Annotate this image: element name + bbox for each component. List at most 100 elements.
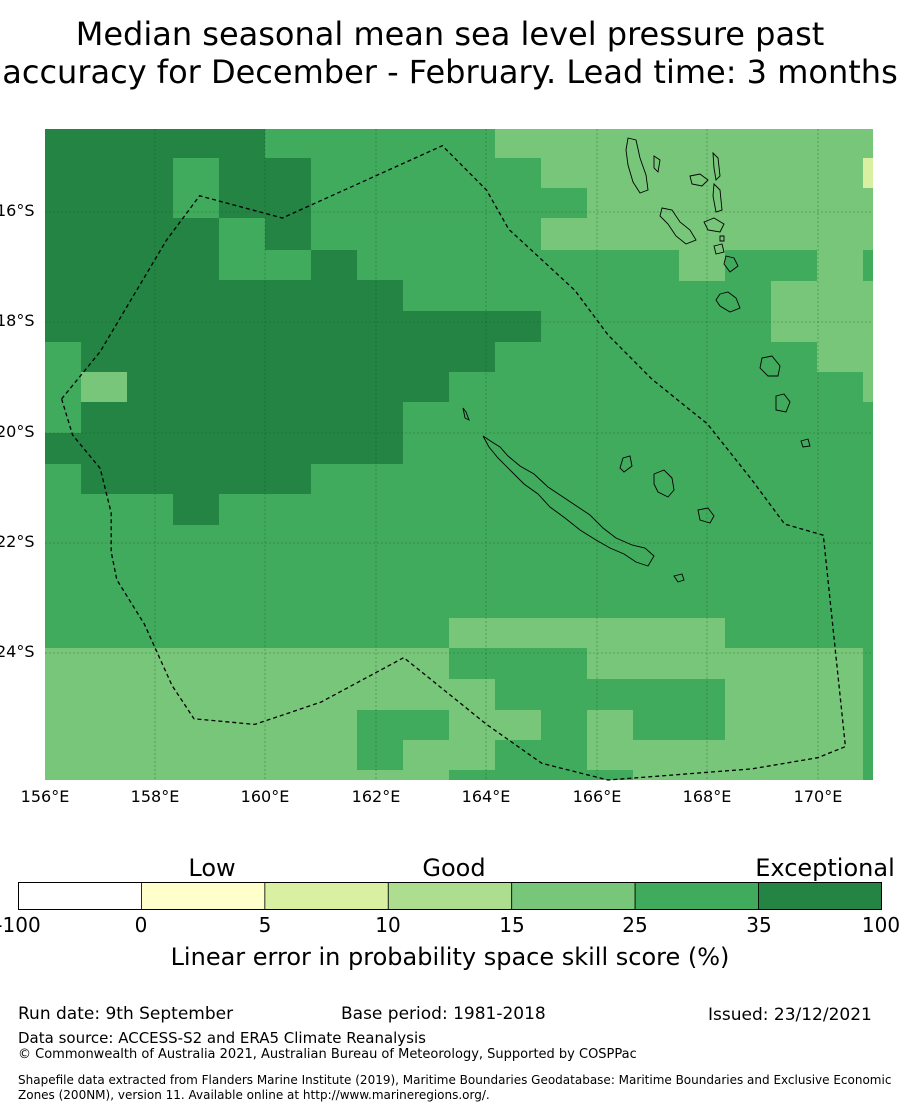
skill-cell (45, 311, 541, 342)
skill-cell (81, 402, 403, 433)
belep-islands (462, 407, 470, 421)
skill-cell (725, 250, 817, 281)
vanuatu-espiritu-santo (625, 137, 649, 194)
loyalty-island-ouvea (619, 455, 633, 473)
skill-cell (357, 710, 449, 740)
skill-cell (219, 158, 311, 218)
skill-cell (771, 281, 873, 311)
eez-boundary (60, 144, 847, 781)
colorbar-tick: 0 (134, 913, 148, 937)
skill-cell (587, 740, 725, 770)
skill-cell (403, 770, 449, 780)
skill-cell (449, 710, 541, 740)
vanuatu-erromango (715, 291, 741, 313)
skill-cell (81, 372, 127, 402)
skill-cell (45, 342, 81, 372)
vanuatu-aneityum (775, 393, 791, 413)
lat-tick-label: 24°S (0, 642, 35, 661)
colorbar-swatches (18, 882, 882, 910)
colorbar-tick: 10 (375, 913, 401, 937)
skill-grid-cells (45, 129, 873, 780)
colorbar-swatch (511, 882, 636, 910)
lat-tick-label: 20°S (0, 422, 35, 441)
vanuatu-ambrym (712, 182, 723, 213)
map-gridlines (45, 129, 873, 780)
lon-tick-label: 156°E (20, 787, 70, 806)
vanuatu-efate (723, 255, 739, 273)
skill-cell (449, 618, 725, 648)
skill-cell (863, 372, 873, 402)
skill-cell (357, 740, 403, 770)
skill-cell (81, 342, 495, 372)
colorbar-tick: -100 (0, 913, 41, 937)
skill-cell (403, 740, 495, 770)
colorbar-title: Linear error in probability space skill … (170, 943, 730, 971)
skill-cell (587, 648, 863, 679)
issued-date: Issued: 23/12/2021 (708, 1005, 872, 1025)
lon-tick-label: 158°E (130, 787, 180, 806)
shapefile-credit: Shapefile data extracted from Flanders M… (18, 1073, 892, 1102)
vanuatu-shepherd (713, 243, 725, 255)
new-caledonia-island (482, 435, 655, 567)
skill-cell (817, 342, 873, 372)
colorbar-tick: 5 (258, 913, 272, 937)
vanuatu-epi (703, 217, 725, 233)
colorbar-tick: 100 (861, 913, 900, 937)
skill-cell (45, 280, 403, 311)
skill-cell (771, 311, 873, 342)
skill-cell (587, 188, 873, 218)
small-island (719, 235, 725, 242)
colorbar-tick: 35 (746, 913, 772, 937)
category-exceptional: Exceptional (755, 854, 895, 882)
skill-cell (495, 129, 873, 158)
skill-cell (725, 679, 863, 780)
loyalty-island-mare (697, 507, 715, 524)
small-island (800, 438, 811, 448)
skill-cell (863, 158, 873, 188)
loyalty-island-lifou (653, 469, 675, 498)
colorbar-swatch (18, 882, 142, 910)
lon-tick-label: 170°E (793, 787, 843, 806)
skill-cell (45, 158, 173, 218)
colorbar-swatch (634, 882, 759, 910)
skill-cell (173, 158, 219, 218)
map-title-line2: accuracy for December - February. Lead t… (2, 53, 898, 91)
skill-cell (219, 218, 265, 280)
vanuatu-tanna (759, 355, 781, 377)
copyright: © Commonwealth of Australia 2021, Austra… (18, 1047, 637, 1062)
skill-cell (265, 250, 311, 280)
colorbar-swatch (141, 882, 266, 910)
category-low: Low (188, 854, 236, 882)
colorbar-swatch (387, 882, 513, 910)
skill-cell (863, 250, 873, 281)
lat-tick-label: 22°S (0, 532, 35, 551)
skill-cell (863, 679, 873, 710)
skill-cell (265, 218, 311, 250)
vanuatu-island (689, 173, 709, 187)
lat-tick-label: 18°S (0, 311, 35, 330)
vanuatu-pentecost (712, 151, 721, 181)
skill-cell (173, 494, 219, 525)
skill-cell (449, 679, 495, 710)
category-good: Good (422, 854, 486, 882)
lon-tick-label: 168°E (682, 787, 732, 806)
lat-tick-label: 16°S (0, 201, 35, 220)
colorbar-swatch (264, 882, 389, 910)
lon-tick-label: 162°E (351, 787, 401, 806)
skill-cell (45, 218, 219, 280)
vanuatu-island (653, 155, 661, 173)
vanuatu-malekula (659, 207, 697, 245)
coastlines (462, 137, 811, 583)
data-source: Data source: ACCESS-S2 and ERA5 Climate … (18, 1029, 426, 1047)
skill-cell (127, 372, 449, 402)
run-date: Run date: 9th September (18, 1004, 234, 1024)
lon-tick-label: 166°E (572, 787, 622, 806)
base-period: Base period: 1981-2018 (341, 1004, 546, 1024)
skill-cell (587, 710, 633, 740)
skill-cell (81, 464, 311, 494)
colorbar-swatch (758, 882, 882, 910)
isle-of-pines (673, 573, 685, 583)
skill-cell (45, 464, 81, 494)
eez-boundary-group (60, 144, 847, 781)
colorbar-tick: 15 (499, 913, 525, 937)
